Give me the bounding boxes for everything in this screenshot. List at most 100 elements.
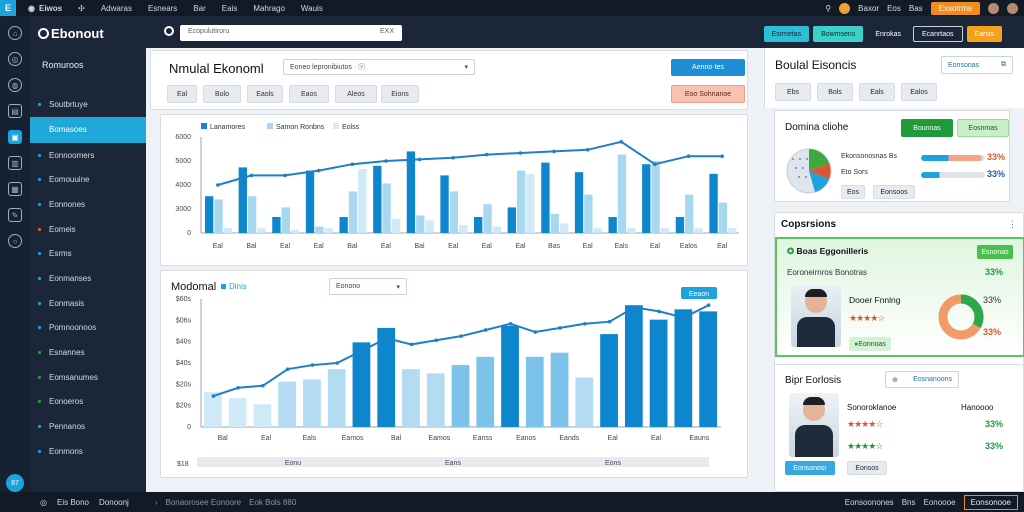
globe-icon[interactable]: ◎ [8,52,22,66]
action-button[interactable]: Aenno·tes [671,59,745,76]
header-button-5[interactable]: Earsis [966,26,1002,42]
account-label-3[interactable]: Bas [908,3,923,13]
menu-item-3[interactable]: Eais [221,3,238,13]
bar-0-0 [205,196,214,233]
sidebar-item-2[interactable]: Eonnoomers [30,143,146,168]
right-chip-0[interactable]: Ebs [775,83,811,101]
star-icon: ★ [854,441,862,451]
sidebar-item-8[interactable]: Eonmasis [30,291,146,316]
bottom-right-0[interactable]: Eonsoonones [844,497,894,507]
tab-3[interactable]: Eaos [289,85,329,103]
account-label-2[interactable]: Eos [887,3,901,13]
chat-icon[interactable]: ◎ [40,497,47,507]
tab-2[interactable]: Eaols [247,85,283,103]
comparison-badge[interactable]: ● Eonnoas [849,337,891,351]
trend-point-13 [653,162,657,166]
search-icon[interactable] [164,26,174,36]
document-icon[interactable]: ▥ [8,156,22,170]
sidebar-item-0[interactable]: Soutbrtuye [30,92,146,117]
brand-label: Eiwos [38,3,63,13]
bottom-right-1[interactable]: Bns [901,497,916,507]
domain-small-button-2[interactable]: Eonsoos [873,185,915,199]
sidebar-item-11[interactable]: Eomsanumes [30,365,146,390]
bipr-header-button[interactable]: ⊕ Eosnanoons [885,371,959,388]
home-icon[interactable]: ⌂ [8,26,22,40]
building-icon[interactable]: ▤ [8,104,22,118]
sidebar-item-12[interactable]: Eonoeros [30,390,146,415]
trend-point-5 [384,159,388,163]
app-logo[interactable]: E [0,0,16,16]
bottom-item-1[interactable]: Donoonj [99,497,129,507]
sidebar-item-5[interactable]: Eomeis [30,217,146,242]
header-button-2[interactable]: Bowmsens [813,26,864,42]
bar-7 [377,327,396,427]
menu-item-2[interactable]: Bar [193,3,206,13]
grid-icon[interactable]: ▦ [8,182,22,196]
top-cta-button[interactable]: Exsotrms [930,1,980,15]
panel-2-chip[interactable]: Dlnis [221,282,247,291]
sidebar-item-6[interactable]: Esrms [30,241,146,266]
bipr-button-1[interactable]: Eonsonosr [785,461,835,475]
search-input[interactable]: Ecopulutiroru EXX [180,25,402,41]
sidebar-item-10[interactable]: Esnannes [30,340,146,365]
pie-slice-green [809,149,829,171]
circle-icon[interactable]: ○ [8,234,22,248]
alert-button[interactable]: Eoo Sohnanoe [671,85,745,103]
menu-item-4[interactable]: Mahrago [253,3,285,13]
chart-icon[interactable]: ▣ [8,130,22,144]
sidebar-item-4[interactable]: Eonnones [30,192,146,217]
tab-1[interactable]: Bolo [203,85,241,103]
trend-point-18 [657,309,661,314]
brand-menu[interactable]: ◉ Eiwos [28,4,62,13]
alert-button-label: Eoo Sohnanoe [684,90,732,98]
period-dropdown[interactable]: Eoneo lepronibiutos · ⓥ ▾ [283,59,475,75]
domain-small-button-1[interactable]: Eos [841,185,865,199]
header-button-3[interactable]: Enrokas [875,30,902,38]
right-chip-2[interactable]: Eals [859,83,895,101]
more-icon[interactable]: ⋮ [1008,219,1017,229]
user-avatar[interactable]: 87 [6,474,24,492]
comparison-heading-button[interactable]: Esnonas [977,245,1013,259]
header-button-1[interactable]: Esrmetas [763,26,810,42]
trend-point-4 [350,162,355,166]
bipr-person: Sonoroklanoe [847,403,897,412]
menu-item-1[interactable]: Esnears [147,3,178,13]
rating-stars: ★★★★☆ [849,313,885,324]
right-chip-3[interactable]: Ealos [901,83,937,101]
tab-4[interactable]: Aleos [335,85,377,103]
sidebar-item-3[interactable]: Eomouuine [30,167,146,192]
domain-light-button[interactable]: Eosnmas [957,119,1009,137]
pin-icon[interactable]: ⚲ [825,3,832,13]
bottom-item-0[interactable]: Eis Bono [56,497,90,507]
bottom-right-2[interactable]: Eonoooe [923,497,956,507]
bottom-mid-1[interactable]: Eok Bols 880 [249,497,297,507]
wrench-icon[interactable]: ✎ [8,208,22,222]
bottom-button[interactable]: Eonsonooe [963,494,1018,510]
tab-0[interactable]: Eal [167,85,197,103]
sidebar-item-9[interactable]: Pomnoonoos [30,316,146,341]
bipr-button-2[interactable]: Eonsos [847,461,887,475]
settings-icon[interactable]: ✣ [78,3,85,13]
header-button-4[interactable]: Ecanrtaos [913,26,963,42]
page-title: Nmulal Ekonoml [169,61,264,76]
x-tick-label: Eauns [689,435,709,442]
domain-green-button[interactable]: Bounnas [901,119,953,137]
profile-avatar-2[interactable] [1007,2,1018,14]
user-avatar-icon[interactable] [839,2,851,14]
tab-5[interactable]: Eions [381,85,419,103]
menu-item-5[interactable]: Wauis [300,3,323,13]
account-label[interactable]: Baxor [858,3,880,13]
bottom-mid-0[interactable]: Bonaorosee Eonoore [165,497,242,507]
profile-avatar[interactable] [988,2,999,14]
sidebar-item-label: Bomasoes [49,125,87,135]
menu-item-0[interactable]: Adwaras [100,3,132,13]
series-dropdown[interactable]: Eonono ▾ [329,278,407,295]
shield-icon[interactable]: ◍ [8,78,22,92]
sidebar-item-1[interactable]: Bomasoes [30,116,146,143]
sidebar-item-7[interactable]: Eonmanses [30,266,146,291]
sidebar-item-13[interactable]: Pennanos [30,414,146,439]
x-tick-label: Eal [650,243,661,250]
right-header-button[interactable]: Eonsonas ⧉ [941,56,1013,74]
right-chip-1[interactable]: Bols [817,83,853,101]
sidebar-item-14[interactable]: Eonmons [30,439,146,464]
